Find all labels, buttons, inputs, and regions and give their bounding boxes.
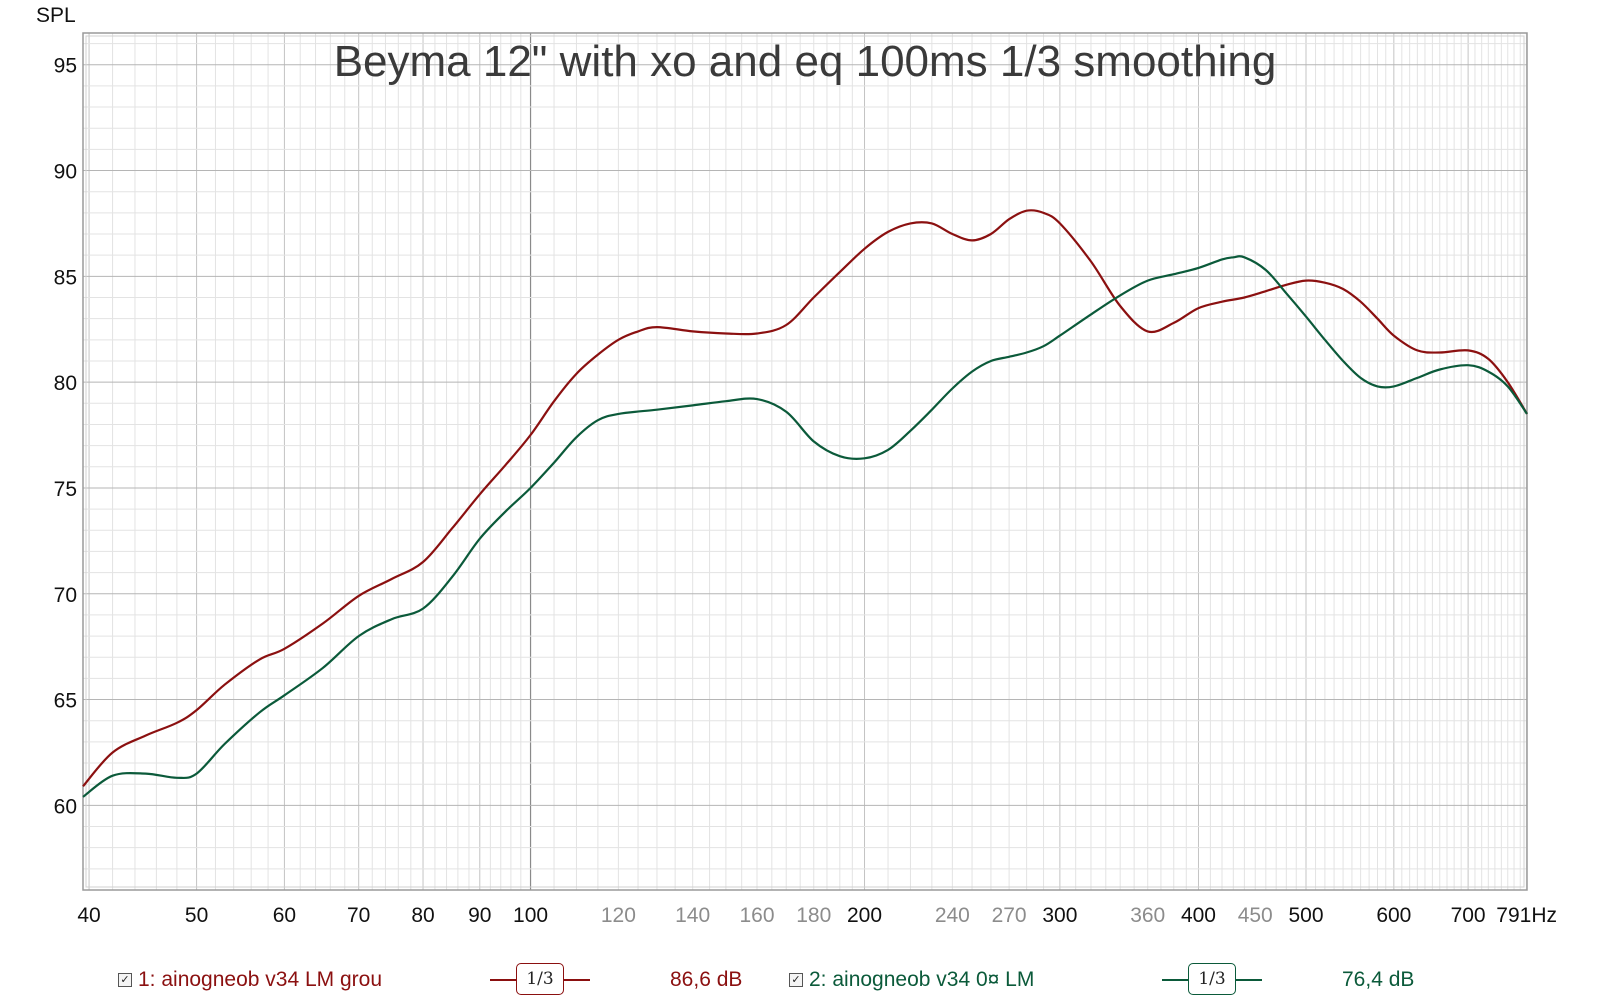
series-2-level: 76,4 dB	[1342, 968, 1415, 991]
x-tick-label: 400	[1181, 904, 1216, 927]
series-1-line	[82, 209, 1528, 788]
x-tick-label-minor: 450	[1238, 904, 1273, 927]
x-tick-label-minor: 160	[739, 904, 774, 927]
x-tick-label-minor: 270	[992, 904, 1027, 927]
series-1-smoothing-button[interactable]: 1/3	[516, 963, 564, 995]
series-1-name: 1: ainogneob v34 LM grou	[138, 968, 383, 991]
y-tick-label: 70	[54, 584, 77, 607]
series-2-checkbox[interactable]: ✓	[789, 973, 803, 988]
x-tick-label: 500	[1288, 904, 1323, 927]
legend-entry-2[interactable]: ✓ 2: ainogneob v34 0¤ LM	[789, 966, 1034, 994]
plot-border	[82, 32, 1528, 891]
chart-title: Beyma 12" with xo and eq 100ms 1/3 smoot…	[334, 37, 1277, 86]
y-tick-label: 90	[54, 161, 77, 184]
x-tick-label: 200	[847, 904, 882, 927]
y-tick-label: 65	[54, 690, 77, 713]
series-2-name: 2: ainogneob v34 0¤ LM	[809, 968, 1035, 991]
series-2-smoothing-button[interactable]: 1/3	[1188, 963, 1236, 995]
y-tick-label: 75	[54, 478, 77, 501]
series-1-level: 86,6 dB	[670, 968, 743, 991]
x-tick-label: 50	[185, 904, 208, 927]
x-tick-label-minor: 360	[1130, 904, 1165, 927]
x-tick-label: 60	[273, 904, 296, 927]
grid	[83, 33, 1527, 891]
x-tick-label: 90	[468, 904, 491, 927]
x-axis-end-label: 791Hz	[1496, 904, 1557, 927]
x-tick-label: 80	[411, 904, 434, 927]
x-tick-label: 70	[347, 904, 370, 927]
plot-inner-border	[85, 35, 1525, 888]
series-1-checkbox[interactable]: ✓	[118, 973, 132, 988]
y-tick-label: 85	[54, 266, 77, 289]
x-tick-label-minor: 180	[796, 904, 831, 927]
y-tick-label: 95	[54, 55, 77, 78]
series-2-line	[82, 255, 1528, 798]
x-tick-label: 40	[77, 904, 100, 927]
axes	[82, 32, 1528, 891]
x-tick-label-minor: 240	[935, 904, 970, 927]
x-tick-label: 100	[513, 904, 548, 927]
y-tick-label: 80	[54, 372, 77, 395]
series-layer	[82, 209, 1528, 798]
x-tick-label: 600	[1376, 904, 1411, 927]
legend-entry-1[interactable]: ✓ 1: ainogneob v34 LM grou	[118, 966, 382, 994]
x-tick-label: 300	[1042, 904, 1077, 927]
x-tick-label: 700	[1451, 904, 1486, 927]
x-tick-label-minor: 140	[675, 904, 710, 927]
x-tick-label-minor: 120	[601, 904, 636, 927]
y-axis-label: SPL	[36, 4, 76, 27]
y-tick-label: 60	[54, 795, 77, 818]
labels: 60 65 70 75 80 85 90 95 SPL 40 50 60 70 80 90 100 200 300…	[36, 4, 1557, 927]
plot-area	[83, 33, 1527, 890]
